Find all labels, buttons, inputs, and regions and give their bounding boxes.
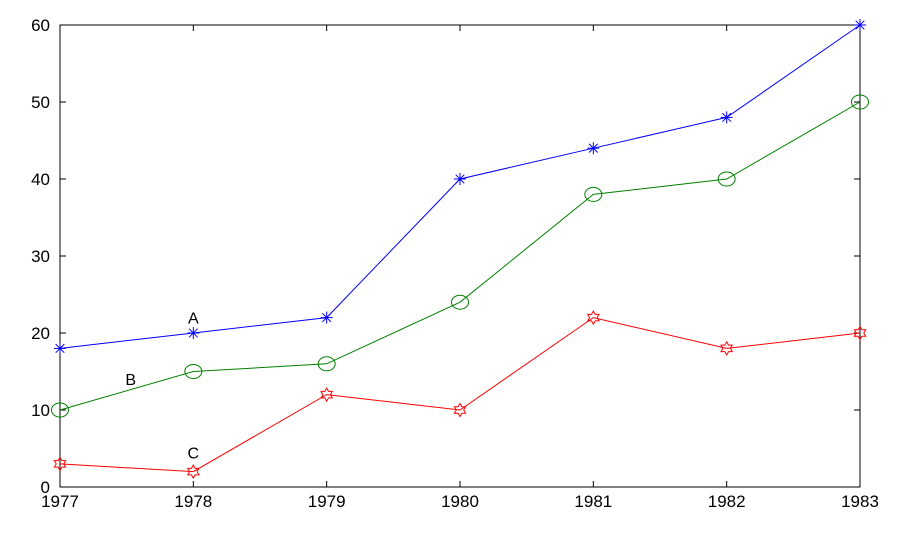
- data-point: [51, 402, 69, 418]
- x-tick-label: 1979: [308, 492, 346, 511]
- y-tick-label: 20: [31, 324, 50, 343]
- series-A: [54, 19, 866, 355]
- data-point: [454, 173, 466, 185]
- data-point: [186, 464, 200, 480]
- data-point: [717, 171, 736, 187]
- series-line: [59, 317, 861, 473]
- data-point: [187, 327, 200, 339]
- data-point: [586, 310, 600, 326]
- series-line: [59, 24, 861, 349]
- data-point: [54, 342, 66, 355]
- x-tick-label: 1983: [841, 492, 879, 511]
- y-tick-label: 60: [31, 16, 50, 35]
- series-label-B: B: [125, 372, 136, 389]
- series-label-A: A: [188, 311, 199, 328]
- series-label-C: C: [188, 445, 200, 462]
- x-tick-label: 1978: [174, 492, 212, 511]
- data-point: [587, 142, 600, 155]
- data-point: [853, 325, 867, 341]
- marker-stroke: [55, 343, 65, 354]
- series-line: [59, 101, 861, 411]
- x-tick-label: 1982: [708, 492, 746, 511]
- series-B: [51, 94, 869, 418]
- data-point: [720, 340, 734, 356]
- data-point: [184, 364, 203, 379]
- series-C: [53, 310, 867, 480]
- y-tick-label: 30: [31, 247, 50, 266]
- y-tick-label: 10: [31, 401, 50, 420]
- y-tick-label: 50: [31, 93, 50, 112]
- data-point: [320, 311, 333, 324]
- data-point: [451, 294, 469, 310]
- marker-stroke: [588, 143, 598, 153]
- data-point: [53, 456, 67, 472]
- marker-stroke: [322, 312, 332, 323]
- marker-stroke: [722, 112, 732, 123]
- x-tick-label: 1980: [441, 492, 479, 511]
- y-tick-label: 40: [31, 170, 50, 189]
- data-point: [317, 356, 336, 372]
- x-tick-label: 1981: [574, 492, 612, 511]
- data-point: [320, 387, 334, 403]
- data-point: [584, 186, 603, 202]
- data-point: [453, 402, 467, 418]
- data-point: [851, 94, 869, 110]
- ticks: 0 10 20 30 40 50 60 1977 1978 1979 1980 1981 1982 198…: [31, 16, 879, 511]
- marker-stroke: [455, 174, 465, 184]
- data-point: [720, 111, 733, 124]
- marker-stroke: [188, 328, 198, 338]
- x-tick-label: 1977: [41, 492, 79, 511]
- labels-layer: A B C: [125, 311, 199, 463]
- y-tick-label: 0: [41, 478, 50, 497]
- series-layer: [51, 19, 869, 480]
- data-point: [854, 19, 866, 31]
- marker-stroke: [855, 20, 865, 30]
- plot-frame: [59, 24, 861, 488]
